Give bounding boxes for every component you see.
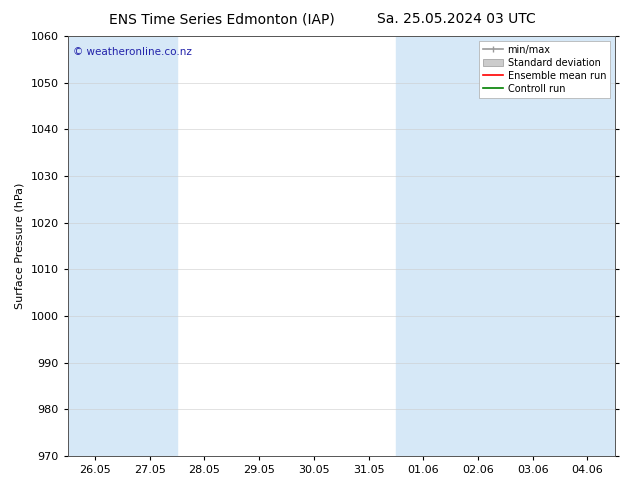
Legend: min/max, Standard deviation, Ensemble mean run, Controll run: min/max, Standard deviation, Ensemble me… (479, 41, 610, 98)
Text: Sa. 25.05.2024 03 UTC: Sa. 25.05.2024 03 UTC (377, 12, 536, 26)
Y-axis label: Surface Pressure (hPa): Surface Pressure (hPa) (15, 183, 25, 309)
Text: © weatheronline.co.nz: © weatheronline.co.nz (73, 47, 192, 57)
Text: ENS Time Series Edmonton (IAP): ENS Time Series Edmonton (IAP) (109, 12, 335, 26)
Bar (68, 36, 177, 456)
Bar (396, 36, 505, 456)
Bar (505, 36, 615, 456)
